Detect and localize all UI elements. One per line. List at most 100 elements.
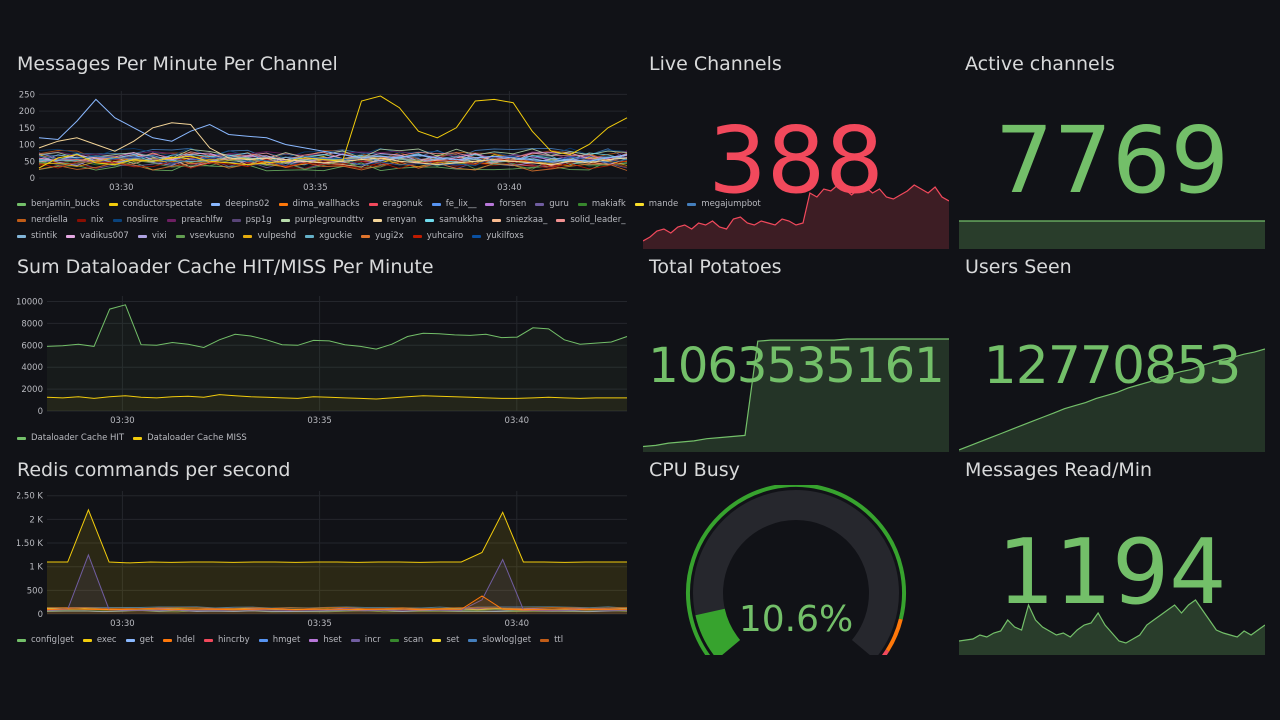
legend-item-slowlog|get[interactable]: slowlog|get [468, 632, 531, 649]
legend-swatch [389, 638, 399, 642]
legend-label: slowlog|get [482, 635, 532, 645]
sparkline-area [959, 600, 1265, 655]
legend-item-nix[interactable]: nix [76, 212, 104, 229]
legend-item-yuhcairo[interactable]: yuhcairo [412, 228, 463, 245]
legend-row: Dataloader Cache HIT Dataloader Cache MIS… [17, 430, 629, 446]
legend-item-Dataloader Cache HIT[interactable]: Dataloader Cache HIT [17, 430, 124, 447]
legend-item-config|get[interactable]: config|get [17, 632, 74, 649]
sparkline-line [643, 184, 949, 242]
legend-label: hdel [176, 635, 195, 645]
legend-item-hincrby[interactable]: hincrby [203, 632, 250, 649]
legend-item-noslirre[interactable]: noslirre [112, 212, 158, 229]
legend-label: mande [648, 199, 679, 209]
legend-item-mande[interactable]: mande [634, 196, 679, 213]
sparkline-area [959, 221, 1265, 249]
legend-item-solid_leader_[interactable]: solid_leader_ [556, 212, 626, 229]
gauge-track [693, 490, 899, 655]
legend-item-vulpeshd[interactable]: vulpeshd [243, 228, 296, 245]
legend-swatch [17, 234, 26, 238]
legend-item-samukkha[interactable]: samukkha [425, 212, 483, 229]
legend-item-scan[interactable]: scan [389, 632, 424, 649]
panel-title: Messages Per Minute Per Channel [17, 53, 338, 75]
legend-label: get [139, 635, 154, 645]
legend-swatch [82, 638, 92, 642]
series-line-stintik [38, 153, 628, 164]
y-tick-label: 2000 [21, 385, 43, 395]
legend-swatch [432, 638, 442, 642]
legend-label: yukilfoxs [486, 231, 524, 241]
x-tick-label: 03:40 [505, 619, 530, 628]
legend-label: vsevkusno [189, 231, 235, 241]
legend-swatch [231, 218, 241, 222]
series-line-benjamin_bucks [38, 161, 628, 172]
legend-item-hdel[interactable]: hdel [162, 632, 195, 649]
sparkline-area [643, 339, 949, 452]
legend-label: deepins02 [225, 199, 270, 209]
legend-label: Dataloader Cache MISS [147, 433, 247, 443]
legend-row: stintik vadikus007 vixi vsevkusno vulpeshd xg… [17, 228, 629, 244]
legend-item-psp1g[interactable]: psp1g [231, 212, 272, 229]
legend-label: scan [403, 635, 424, 645]
legend-swatch [485, 202, 495, 206]
legend-swatch [112, 218, 122, 222]
legend-item-purplegroundttv[interactable]: purplegroundttv [280, 212, 364, 229]
y-tick-label: 2.50 K [17, 492, 43, 502]
legend-swatch [350, 638, 360, 642]
legend-label: purplegroundttv [294, 215, 364, 225]
legend-item-hset[interactable]: hset [309, 632, 342, 649]
legend-item-vixi[interactable]: vixi [137, 228, 167, 245]
legend-item-eragonuk[interactable]: eragonuk [368, 196, 423, 213]
legend-item-yukilfoxs[interactable]: yukilfoxs [472, 228, 524, 245]
y-tick-label: 4000 [21, 363, 43, 373]
users-seen-sparkline [959, 348, 1265, 452]
legend-label: hset [323, 635, 342, 645]
legend-item-stintik[interactable]: stintik [17, 228, 57, 245]
legend-item-nerdiella[interactable]: nerdiella [17, 212, 68, 229]
series-line-exec [47, 508, 627, 564]
legend-item-megajumpbot[interactable]: megajumpbot [687, 196, 761, 213]
sparkline-line [959, 348, 1265, 451]
series-line-conductorspectate [38, 95, 628, 169]
legend-swatch [108, 202, 118, 206]
legend-item-vadikus007[interactable]: vadikus007 [66, 228, 129, 245]
y-tick-label: 100 [19, 141, 35, 151]
legend-item-fe_lix__[interactable]: fe_lix__ [431, 196, 476, 213]
y-tick-label: 50 [24, 157, 35, 167]
legend-item-Dataloader Cache MISS[interactable]: Dataloader Cache MISS [133, 430, 247, 447]
legend-label: hmget [272, 635, 301, 645]
y-tick-label: 10000 [17, 297, 43, 307]
legend-item-ttl[interactable]: ttl [540, 632, 563, 649]
legend-item-vsevkusno[interactable]: vsevkusno [175, 228, 235, 245]
legend-swatch [431, 202, 441, 206]
legend-item-deepins02[interactable]: deepins02 [211, 196, 270, 213]
panel-cpu-busy: CPU Busy 10.6% [643, 459, 949, 655]
y-tick-label: 2 K [29, 515, 43, 525]
legend-item-forsen[interactable]: forsen [485, 196, 526, 213]
legend-item-sniezkaa_[interactable]: sniezkaa_ [492, 212, 547, 229]
legend-item-conductorspectate[interactable]: conductorspectate [108, 196, 202, 213]
legend-item-guru[interactable]: guru [535, 196, 569, 213]
legend-label: eragonuk [382, 199, 423, 209]
x-tick-label: 03:35 [307, 619, 332, 628]
legend-label: xguckie [319, 231, 353, 241]
legend-item-incr[interactable]: incr [350, 632, 381, 649]
series-area-incr [47, 554, 627, 614]
series-area-exec [47, 509, 627, 614]
legend-item-set[interactable]: set [432, 632, 459, 649]
legend-item-renyan[interactable]: renyan [372, 212, 416, 229]
legend-label: preachlfw [181, 215, 223, 225]
legend-item-xguckie[interactable]: xguckie [305, 228, 352, 245]
sparkline-area [643, 185, 949, 249]
legend-item-preachlfw[interactable]: preachlfw [167, 212, 223, 229]
legend-item-benjamin_bucks[interactable]: benjamin_bucks [17, 196, 100, 213]
sparkline-area [959, 349, 1265, 452]
panel-title: Sum Dataloader Cache HIT/MISS Per Minute [17, 256, 434, 278]
legend-item-makiafk[interactable]: makiafk [577, 196, 626, 213]
legend-item-get[interactable]: get [125, 632, 154, 649]
legend-item-yugi2x[interactable]: yugi2x [361, 228, 404, 245]
legend-item-dima_wallhacks[interactable]: dima_wallhacks [278, 196, 360, 213]
series-line-xguckie [38, 155, 628, 166]
legend-item-exec[interactable]: exec [82, 632, 117, 649]
legend-item-hmget[interactable]: hmget [258, 632, 301, 649]
legend-swatch [305, 234, 315, 238]
